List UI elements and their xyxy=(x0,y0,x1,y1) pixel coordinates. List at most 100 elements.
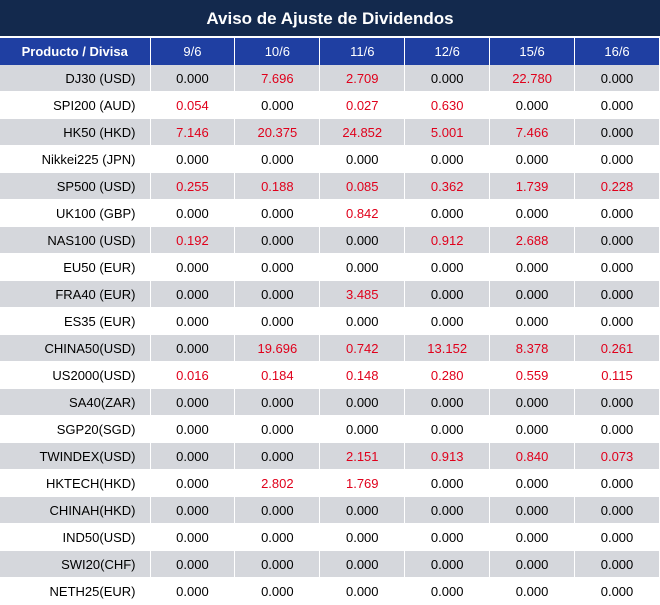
value-cell: 3.485 xyxy=(319,280,406,308)
table-row: US2000(USD) 0.016 0.184 0.148 0.280 0.559 0.11… xyxy=(0,361,660,389)
value-cell: 0.000 xyxy=(489,388,576,416)
value-cell: 0.559 xyxy=(489,361,576,389)
product-cell: HKTECH(HKD) xyxy=(0,469,151,497)
value-cell: 0.000 xyxy=(574,145,660,173)
value-cell: 0.000 xyxy=(489,415,576,443)
table-row: NETH25(EUR) 0.000 0.000 0.000 0.000 0.000 0.00… xyxy=(0,577,660,605)
value-cell: 0.255 xyxy=(150,172,236,200)
value-cell: 0.192 xyxy=(150,226,236,254)
product-cell: NETH25(EUR) xyxy=(0,577,151,605)
table-row: HK50 (HKD) 7.146 20.375 24.852 5.001 7.466 0.0… xyxy=(0,118,660,146)
value-cell: 0.000 xyxy=(489,496,576,524)
value-cell: 0.000 xyxy=(574,91,660,119)
value-cell: 0.000 xyxy=(574,523,660,551)
table-row: DJ30 (USD) 0.000 7.696 2.709 0.000 22.780 0.00… xyxy=(0,65,660,92)
value-cell: 20.375 xyxy=(234,118,321,146)
value-cell: 24.852 xyxy=(319,118,406,146)
value-cell: 0.261 xyxy=(574,334,660,362)
value-cell: 2.688 xyxy=(489,226,576,254)
value-cell: 0.912 xyxy=(404,226,491,254)
value-cell: 0.000 xyxy=(404,550,491,578)
value-cell: 0.115 xyxy=(574,361,660,389)
value-cell: 0.000 xyxy=(150,307,236,335)
value-cell: 0.000 xyxy=(489,253,576,281)
value-cell: 0.742 xyxy=(319,334,406,362)
value-cell: 0.073 xyxy=(574,442,660,470)
value-cell: 0.000 xyxy=(489,469,576,497)
value-cell: 0.000 xyxy=(574,550,660,578)
value-cell: 0.000 xyxy=(574,577,660,605)
value-cell: 0.000 xyxy=(319,550,406,578)
table-row: SWI20(CHF) 0.000 0.000 0.000 0.000 0.000 0.000 xyxy=(0,550,660,578)
value-cell: 0.016 xyxy=(150,361,236,389)
table-row: SGP20(SGD) 0.000 0.000 0.000 0.000 0.000 0.000 xyxy=(0,415,660,443)
product-cell: UK100 (GBP) xyxy=(0,199,151,227)
table-row: NAS100 (USD) 0.192 0.000 0.000 0.912 2.688 0.0… xyxy=(0,226,660,254)
value-cell: 0.228 xyxy=(574,172,660,200)
product-cell: SGP20(SGD) xyxy=(0,415,151,443)
value-cell: 0.000 xyxy=(404,65,491,92)
value-cell: 1.769 xyxy=(319,469,406,497)
table-row: ES35 (EUR) 0.000 0.000 0.000 0.000 0.000 0.000 xyxy=(0,307,660,335)
product-cell: HK50 (HKD) xyxy=(0,118,151,146)
value-cell: 0.000 xyxy=(404,496,491,524)
value-cell: 0.840 xyxy=(489,442,576,470)
product-cell: FRA40 (EUR) xyxy=(0,280,151,308)
value-cell: 0.000 xyxy=(234,307,321,335)
value-cell: 0.000 xyxy=(319,523,406,551)
header-date: 11/6 xyxy=(319,38,406,65)
value-cell: 0.000 xyxy=(234,577,321,605)
value-cell: 0.000 xyxy=(234,253,321,281)
value-cell: 0.000 xyxy=(319,226,406,254)
value-cell: 0.054 xyxy=(150,91,236,119)
value-cell: 0.188 xyxy=(234,172,321,200)
product-cell: SPI200 (AUD) xyxy=(0,91,151,119)
value-cell: 0.000 xyxy=(150,442,236,470)
value-cell: 13.152 xyxy=(404,334,491,362)
value-cell: 0.000 xyxy=(404,253,491,281)
value-cell: 2.151 xyxy=(319,442,406,470)
value-cell: 0.000 xyxy=(574,118,660,146)
value-cell: 0.000 xyxy=(234,415,321,443)
value-cell: 0.000 xyxy=(150,496,236,524)
value-cell: 0.000 xyxy=(489,523,576,551)
table-row: Nikkei225 (JPN) 0.000 0.000 0.000 0.000 0.000… xyxy=(0,145,660,173)
value-cell: 0.027 xyxy=(319,91,406,119)
value-cell: 0.000 xyxy=(574,469,660,497)
value-cell: 0.000 xyxy=(150,523,236,551)
value-cell: 2.802 xyxy=(234,469,321,497)
product-cell: SP500 (USD) xyxy=(0,172,151,200)
value-cell: 0.000 xyxy=(150,388,236,416)
value-cell: 0.000 xyxy=(234,280,321,308)
table-row: SA40(ZAR) 0.000 0.000 0.000 0.000 0.000 0.000 xyxy=(0,388,660,416)
header-date: 16/6 xyxy=(574,38,660,65)
value-cell: 0.000 xyxy=(404,307,491,335)
value-cell: 0.000 xyxy=(319,145,406,173)
table-row: SP500 (USD) 0.255 0.188 0.085 0.362 1.739 0.22… xyxy=(0,172,660,200)
product-cell: NAS100 (USD) xyxy=(0,226,151,254)
table-row: CHINAH(HKD) 0.000 0.000 0.000 0.000 0.000 0.00… xyxy=(0,496,660,524)
table-row: EU50 (EUR) 0.000 0.000 0.000 0.000 0.000 0.000 xyxy=(0,253,660,281)
value-cell: 5.001 xyxy=(404,118,491,146)
value-cell: 0.000 xyxy=(319,496,406,524)
header-date: 9/6 xyxy=(150,38,236,65)
table-row: HKTECH(HKD) 0.000 2.802 1.769 0.000 0.000 0.00… xyxy=(0,469,660,497)
value-cell: 0.000 xyxy=(234,496,321,524)
value-cell: 0.000 xyxy=(489,199,576,227)
value-cell: 0.000 xyxy=(150,65,236,92)
value-cell: 0.362 xyxy=(404,172,491,200)
header-date: 10/6 xyxy=(234,38,321,65)
value-cell: 0.000 xyxy=(319,577,406,605)
value-cell: 0.000 xyxy=(404,280,491,308)
value-cell: 2.709 xyxy=(319,65,406,92)
value-cell: 0.000 xyxy=(574,65,660,92)
value-cell: 0.000 xyxy=(489,145,576,173)
product-cell: IND50(USD) xyxy=(0,523,151,551)
value-cell: 0.000 xyxy=(404,145,491,173)
header-product: Producto / Divisa xyxy=(0,38,151,65)
value-cell: 0.184 xyxy=(234,361,321,389)
product-cell: DJ30 (USD) xyxy=(0,65,151,92)
product-cell: Nikkei225 (JPN) xyxy=(0,145,151,173)
product-cell: EU50 (EUR) xyxy=(0,253,151,281)
value-cell: 0.000 xyxy=(150,334,236,362)
